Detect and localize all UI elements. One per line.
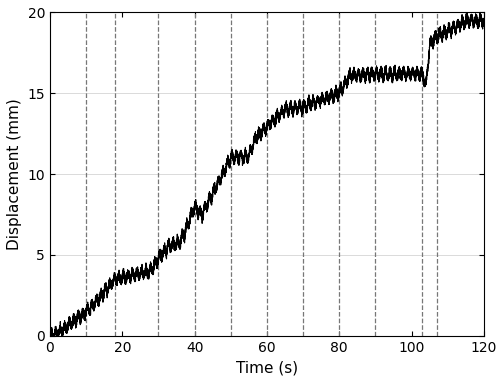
X-axis label: Time (s): Time (s) [236,360,298,375]
Y-axis label: Displacement (mm): Displacement (mm) [7,98,22,250]
